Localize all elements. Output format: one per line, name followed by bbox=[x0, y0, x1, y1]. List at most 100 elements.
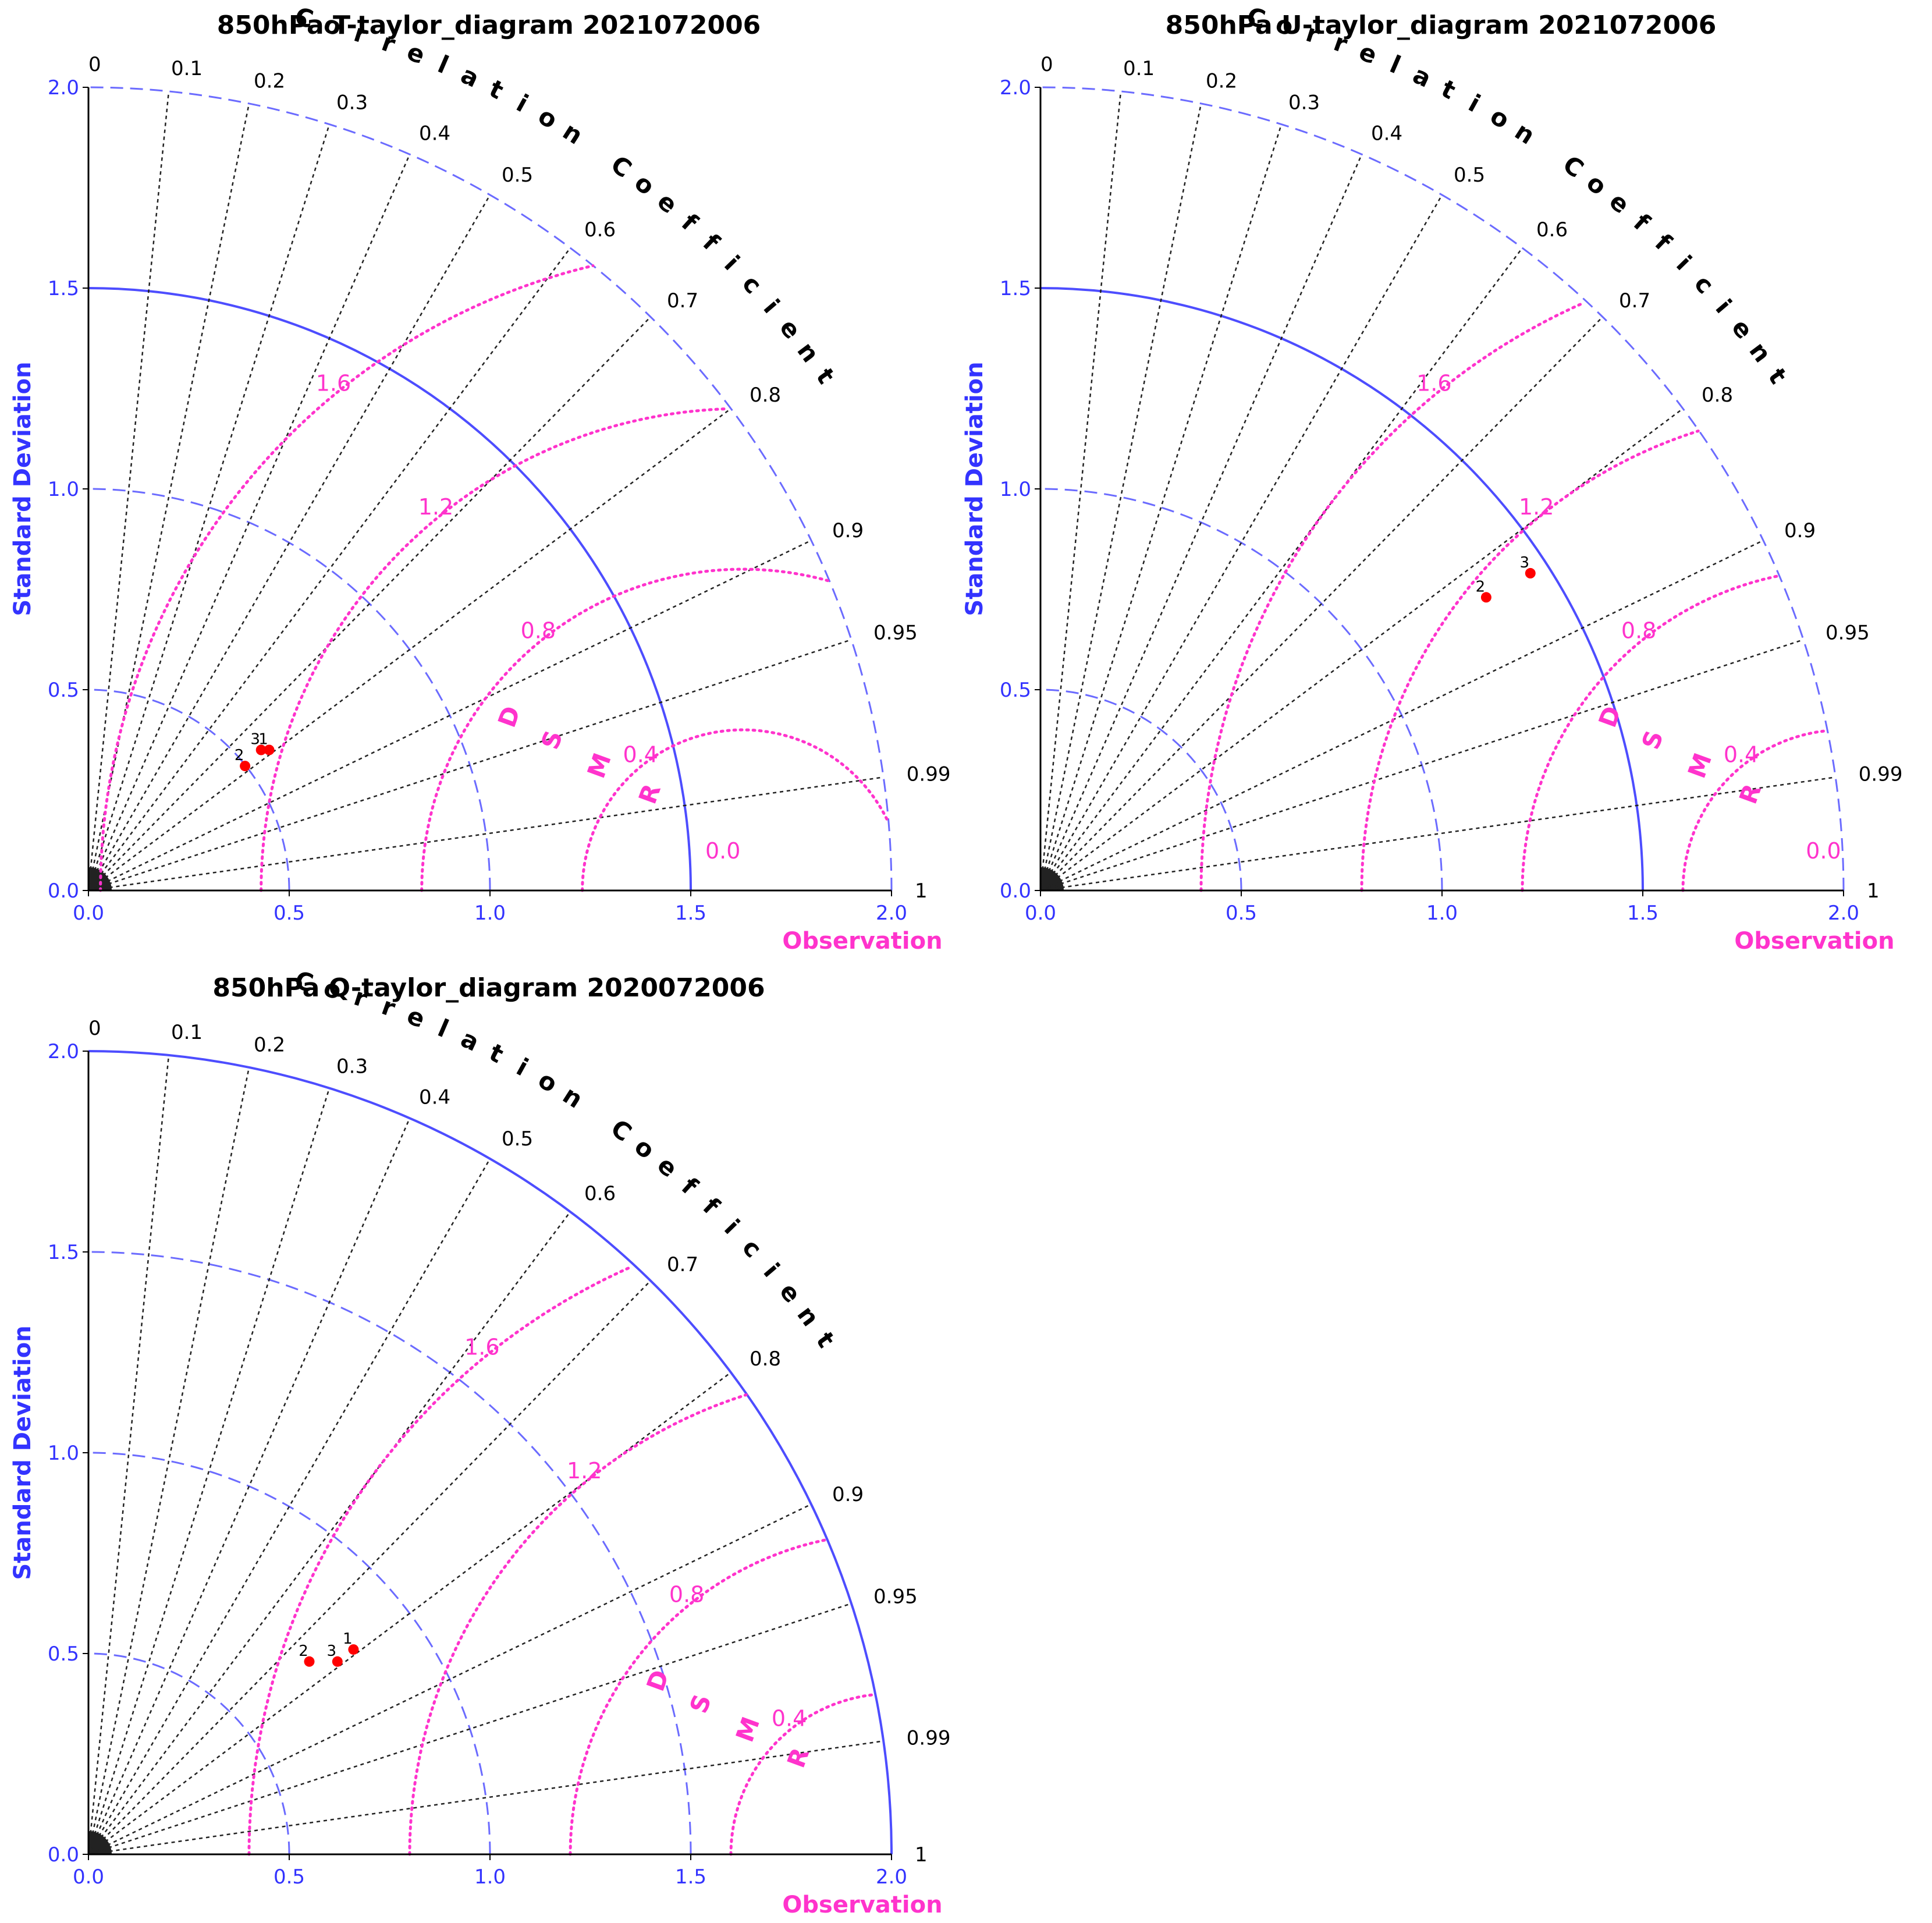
std-arc bbox=[88, 86, 893, 891]
correlation-axis-letter: o bbox=[534, 1065, 563, 1098]
model-point bbox=[264, 744, 275, 755]
rmsd-contour bbox=[729, 1693, 877, 1856]
correlation-tick-label: 0 bbox=[1040, 53, 1053, 76]
correlation-ray bbox=[87, 1088, 331, 1855]
correlation-ray bbox=[88, 776, 884, 892]
y-tick-label: 1.5 bbox=[48, 1241, 79, 1264]
rmsd-level-label: 1.2 bbox=[1519, 494, 1554, 520]
correlation-tick-label: 0.2 bbox=[1206, 70, 1237, 93]
std-arc bbox=[88, 488, 491, 891]
correlation-tick-label: 0.99 bbox=[907, 763, 951, 786]
correlation-tick-label: 0.6 bbox=[1536, 218, 1568, 242]
correlation-tick-label: 1 bbox=[915, 879, 928, 903]
correlation-tick-label: 0.4 bbox=[1371, 122, 1402, 146]
rmsd-level-label: 1.6 bbox=[464, 1334, 499, 1360]
model-point bbox=[255, 744, 267, 755]
rmsd-contour bbox=[1199, 301, 1586, 892]
x-tick-label: 0.0 bbox=[73, 1865, 104, 1889]
rmsd-level-label: 1.2 bbox=[418, 494, 453, 520]
correlation-ray bbox=[88, 1372, 731, 1855]
correlation-axis-letter: t bbox=[485, 1038, 508, 1069]
x-tick-label: 1.0 bbox=[1426, 902, 1458, 925]
correlation-axis-letter: e bbox=[1604, 187, 1635, 219]
x-tick-label: 1.5 bbox=[675, 1865, 706, 1889]
rmsd-level-label: 0.8 bbox=[1621, 618, 1656, 644]
rmsd-axis-letter: M bbox=[582, 749, 617, 782]
y-tick-label: 2.0 bbox=[48, 1040, 79, 1063]
correlation-axis-letter: f bbox=[697, 228, 725, 256]
correlation-tick-label: 0.8 bbox=[750, 1347, 781, 1371]
correlation-ray bbox=[88, 1740, 884, 1855]
std-axis-label: Standard Deviation bbox=[9, 1325, 36, 1580]
correlation-ray bbox=[87, 154, 411, 891]
model-point bbox=[348, 1644, 359, 1655]
correlation-axis-letter: i bbox=[719, 250, 745, 276]
correlation-ray bbox=[1039, 124, 1283, 891]
x-tick-label: 0.5 bbox=[274, 1865, 305, 1889]
correlation-ray bbox=[88, 638, 852, 892]
correlation-ray bbox=[1040, 408, 1684, 891]
rmsd-axis-letter: M bbox=[1682, 749, 1717, 782]
correlation-tick-label: 0.5 bbox=[502, 1127, 533, 1151]
correlation-ray bbox=[1039, 91, 1122, 891]
reference-std-arc bbox=[88, 1050, 893, 1855]
x-tick-label: 1.0 bbox=[474, 1865, 506, 1889]
observation-label: Observation bbox=[782, 928, 942, 955]
rmsd-axis-letter: R bbox=[782, 1744, 815, 1771]
correlation-axis-letter: e bbox=[403, 37, 429, 70]
correlation-axis-letter: i bbox=[1710, 294, 1738, 319]
correlation-tick-label: 0.5 bbox=[502, 164, 533, 187]
correlation-axis-letter: t bbox=[1763, 363, 1793, 389]
taylor-panel-3: 850hPa Q-taylor_diagram 2020072006 0.4 0.8… bbox=[9, 966, 951, 1918]
correlation-ray bbox=[1040, 638, 1804, 892]
std-arc bbox=[1040, 488, 1443, 891]
rmsd-contour bbox=[408, 1393, 748, 1856]
correlation-axis-letter: n bbox=[791, 1300, 825, 1331]
y-tick-label: 0.5 bbox=[48, 679, 79, 702]
correlation-ray bbox=[87, 194, 491, 891]
rmsd-contour bbox=[581, 728, 890, 892]
rmsd-level-label: 0.8 bbox=[669, 1582, 704, 1608]
correlation-tick-label: 1 bbox=[1867, 879, 1880, 903]
correlation-tick-label: 0.1 bbox=[171, 57, 203, 80]
std-axis-label: Standard Deviation bbox=[9, 361, 36, 616]
correlation-tick-label: 0.95 bbox=[873, 1585, 918, 1609]
x-tick-label: 1.5 bbox=[675, 902, 706, 925]
correlation-axis-letter: e bbox=[774, 1278, 807, 1308]
rmsd-level-label: 0.8 bbox=[521, 618, 556, 644]
correlation-axis-letter: e bbox=[1355, 37, 1381, 70]
std-arc bbox=[88, 1452, 491, 1855]
correlation-ray bbox=[1039, 103, 1202, 891]
correlation-axis-letter: e bbox=[652, 187, 683, 219]
x-tick-label: 1.0 bbox=[474, 902, 506, 925]
correlation-tick-label: 0 bbox=[88, 53, 101, 76]
rmsd-axis-letter: R bbox=[1734, 780, 1767, 807]
correlation-tick-label: 0.7 bbox=[667, 289, 698, 313]
correlation-tick-label: 0.3 bbox=[336, 91, 368, 114]
correlation-tick-label: 0.8 bbox=[1702, 384, 1733, 407]
correlation-axis-letter: i bbox=[758, 1258, 786, 1283]
y-tick-label: 2.0 bbox=[48, 76, 79, 100]
correlation-tick-label: 0.2 bbox=[254, 1034, 285, 1057]
correlation-ray bbox=[88, 1602, 852, 1855]
y-tick-label: 1.0 bbox=[1000, 478, 1031, 501]
model-point-label: 2 bbox=[299, 1642, 308, 1660]
correlation-tick-label: 0.6 bbox=[584, 218, 616, 242]
correlation-ray bbox=[88, 408, 731, 891]
correlation-tick-label: 0.95 bbox=[873, 622, 918, 645]
model-point bbox=[240, 761, 251, 772]
y-tick-label: 0.0 bbox=[48, 879, 79, 903]
correlation-axis-letter: o bbox=[1486, 101, 1515, 134]
correlation-axis-letter: C bbox=[606, 150, 637, 183]
correlation-axis-letter: l bbox=[1386, 50, 1405, 80]
model-point-label: 2 bbox=[235, 747, 244, 764]
chart-title: 850hPa Q-taylor_diagram 2020072006 bbox=[212, 973, 765, 1003]
correlation-axis-letter: f bbox=[676, 208, 704, 236]
rmsd-axis-letter: S bbox=[684, 1691, 717, 1717]
rmsd-axis-letter: S bbox=[535, 727, 568, 753]
rmsd-axis-letter: D bbox=[1593, 703, 1626, 732]
y-tick-label: 0.0 bbox=[48, 1843, 79, 1867]
correlation-axis-letter: i bbox=[512, 88, 533, 118]
correlation-ray bbox=[87, 91, 170, 891]
correlation-ray bbox=[1040, 776, 1836, 892]
